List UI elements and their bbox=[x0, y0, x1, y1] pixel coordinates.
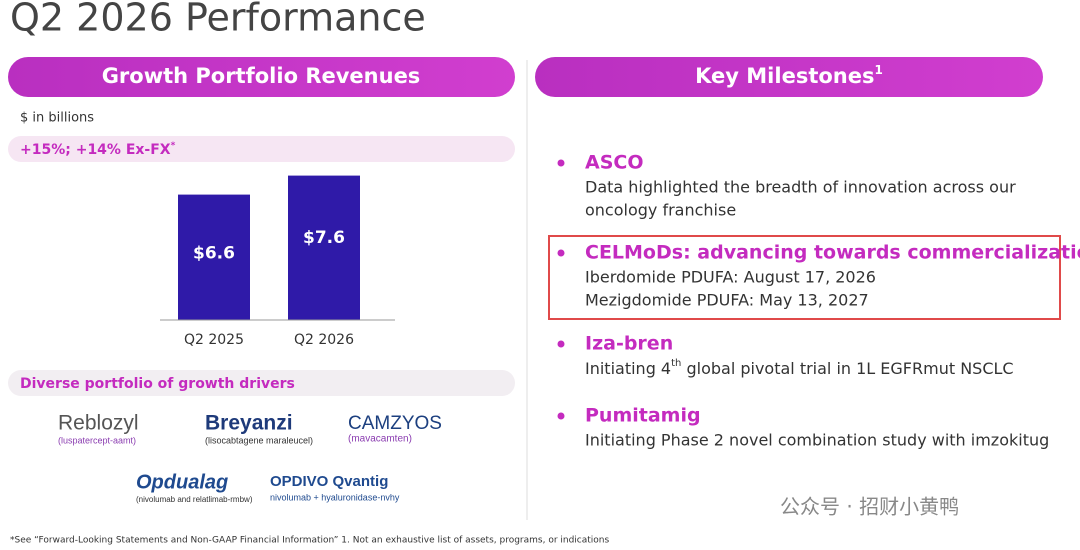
bullet bbox=[557, 159, 565, 167]
growth-band bbox=[8, 136, 515, 162]
brand-generic: (luspatercept-aamt) bbox=[58, 435, 136, 445]
milestones-heading: Key Milestones1 bbox=[695, 63, 883, 89]
brand-generic: (lisocabtagene maraleucel) bbox=[205, 435, 313, 445]
brand-name: CAMZYOS bbox=[348, 413, 442, 434]
value-label: $7.6 bbox=[303, 228, 345, 248]
line-part: global pivotal trial in 1L EGFRmut NSCLC bbox=[681, 359, 1013, 378]
highlight-box bbox=[548, 235, 1061, 320]
line-part: Initiating 4 bbox=[585, 359, 671, 378]
watermark: 公众号 · 招财小黄鸭 bbox=[780, 495, 959, 519]
milestone-line: oncology franchise bbox=[585, 201, 736, 220]
brand-generic: nivolumab + hyaluronidase-nvhy bbox=[270, 492, 400, 502]
x-tick-label: Q2 2025 bbox=[184, 332, 244, 348]
milestone-list: ASCO Data highlighted the breadth of inno… bbox=[557, 152, 1080, 450]
brand-generic: (mavacamten) bbox=[348, 434, 412, 445]
brand-name: Reblozyl bbox=[58, 412, 139, 435]
chart-subtitle: $ in billions bbox=[20, 111, 94, 126]
milestone-line: Initiating 4th global pivotal trial in 1… bbox=[585, 358, 1014, 378]
brand-name: Breyanzi bbox=[205, 412, 293, 435]
brand-name: OPDIVO Qvantig bbox=[270, 473, 388, 490]
brand-generic: (nivolumab and relatlimab-rmbw) bbox=[136, 495, 253, 504]
growth-value: +15%; +14% Ex-FX bbox=[20, 142, 171, 158]
bar bbox=[288, 175, 360, 320]
bullet bbox=[557, 340, 565, 348]
growth-text: +15%; +14% Ex-FX* bbox=[20, 141, 176, 159]
bullet bbox=[557, 412, 565, 420]
heading-note: 1 bbox=[874, 63, 882, 77]
milestone-title: Iza-bren bbox=[585, 333, 673, 355]
heading-text: Key Milestones bbox=[695, 64, 874, 88]
growth-note: * bbox=[171, 141, 176, 151]
milestone-title: ASCO bbox=[585, 152, 643, 174]
x-tick-label: Q2 2026 bbox=[294, 332, 354, 348]
line-part: th bbox=[671, 358, 681, 369]
bullet bbox=[557, 249, 565, 257]
milestone-line: Initiating Phase 2 novel combination stu… bbox=[585, 431, 1049, 450]
bar bbox=[178, 194, 250, 320]
footnote: *See “Forward-Looking Statements and Non… bbox=[10, 536, 610, 546]
milestone-title: Pumitamig bbox=[585, 405, 701, 427]
brand-name: Opdualag bbox=[136, 471, 228, 493]
header-pill bbox=[8, 57, 515, 97]
slide-title: Q2 2026 Performance bbox=[10, 0, 426, 40]
milestone-line: Iberdomide PDUFA: August 17, 2026 bbox=[585, 268, 876, 287]
chart-title: Growth Portfolio Revenues bbox=[102, 64, 421, 88]
value-label: $6.6 bbox=[193, 243, 235, 263]
portfolio-band bbox=[8, 370, 515, 396]
header-pill bbox=[535, 57, 1043, 97]
milestone-line: Mezigdomide PDUFA: May 13, 2027 bbox=[585, 291, 869, 310]
bar-chart: $6.6 Q2 2025 $7.6 Q2 2026 bbox=[178, 175, 360, 348]
milestone-title: CELMoDs: advancing towards commercializa… bbox=[585, 242, 1080, 264]
brand-logos: Reblozyl (luspatercept-aamt) Breyanzi (l… bbox=[58, 412, 442, 505]
portfolio-heading: Diverse portfolio of growth drivers bbox=[20, 376, 295, 392]
milestone-line: Data highlighted the breadth of innovati… bbox=[585, 178, 1016, 197]
